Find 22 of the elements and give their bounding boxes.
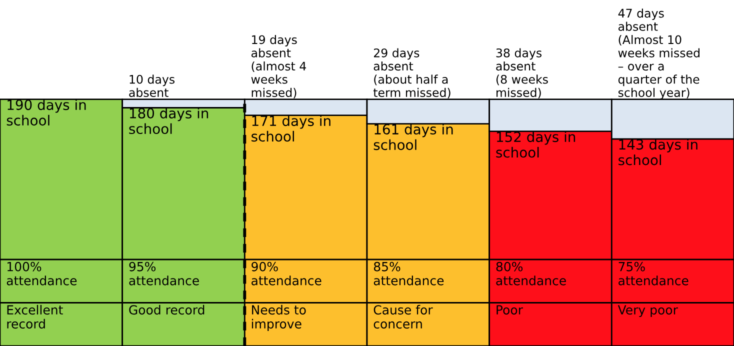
- data-label: 161 days in school: [374, 124, 453, 150]
- x-tick-label: Poor: [496, 305, 523, 315]
- data-label: 38 days absent (8 weeks missed): [496, 48, 548, 98]
- data-label: 47 days absent (Almost 10 weeks missed – over a quarter of the school year): [618, 8, 700, 100]
- text: 95% attendance: [129, 262, 199, 286]
- x-tick-label: Cause for concern: [374, 304, 433, 329]
- text: 75% attendance: [618, 262, 688, 286]
- text: 100% attendance: [6, 262, 77, 286]
- data-label: 180 days in school: [129, 108, 208, 134]
- x-tick-label: Good record: [129, 304, 204, 315]
- text: 85% attendance: [374, 262, 444, 286]
- text: 80% attendance: [496, 262, 566, 286]
- data-label: 143 days in school: [618, 138, 698, 166]
- data-label: 10 days absent: [129, 74, 175, 98]
- data-label: 152 days in school: [496, 131, 576, 158]
- x-tick-label: Very poor: [618, 305, 678, 318]
- text: 90% attendance: [252, 262, 322, 286]
- x-tick-label: Needs to improve: [252, 304, 306, 332]
- x-tick-label: Excellent record: [7, 304, 63, 329]
- data-label: 29 days absent (about half a term missed): [373, 48, 450, 98]
- data-label: 190 days in school: [6, 99, 86, 126]
- data-label: 19 days absent (almost 4 weeks missed): [251, 35, 306, 98]
